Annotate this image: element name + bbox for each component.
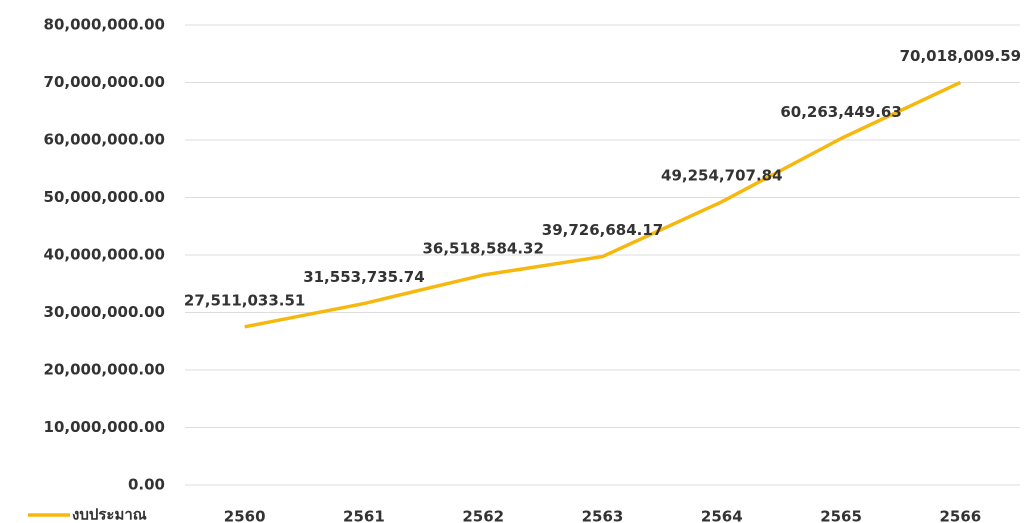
x-tick-label: 2562 <box>462 508 504 523</box>
y-tick-label: 0.00 <box>128 476 165 494</box>
y-tick-label: 80,000,000.00 <box>44 16 165 34</box>
y-tick-label: 70,000,000.00 <box>44 73 165 91</box>
x-tick-label: 2564 <box>701 508 743 523</box>
data-label: 70,018,009.59 <box>900 47 1021 65</box>
x-tick-label: 2566 <box>939 508 981 523</box>
data-label: 39,726,684.17 <box>542 221 663 239</box>
legend-label: งบประมาณ <box>72 506 147 523</box>
y-tick-label: 40,000,000.00 <box>44 246 165 264</box>
x-tick-label: 2561 <box>343 508 385 523</box>
y-tick-label: 10,000,000.00 <box>44 418 165 436</box>
data-label: 49,254,707.84 <box>661 166 782 184</box>
x-tick-label: 2565 <box>820 508 862 523</box>
data-label: 27,511,033.51 <box>184 291 305 309</box>
y-tick-label: 30,000,000.00 <box>44 303 165 321</box>
data-label: 36,518,584.32 <box>422 240 543 258</box>
data-label: 31,553,735.74 <box>303 268 424 286</box>
y-tick-label: 20,000,000.00 <box>44 361 165 379</box>
y-tick-label: 50,000,000.00 <box>44 188 165 206</box>
line <box>244 80 962 329</box>
x-tick-label: 2560 <box>224 508 266 523</box>
x-tick-label: 2563 <box>582 508 624 523</box>
data-label: 60,263,449.63 <box>780 103 901 121</box>
y-tick-label: 60,000,000.00 <box>44 131 165 149</box>
